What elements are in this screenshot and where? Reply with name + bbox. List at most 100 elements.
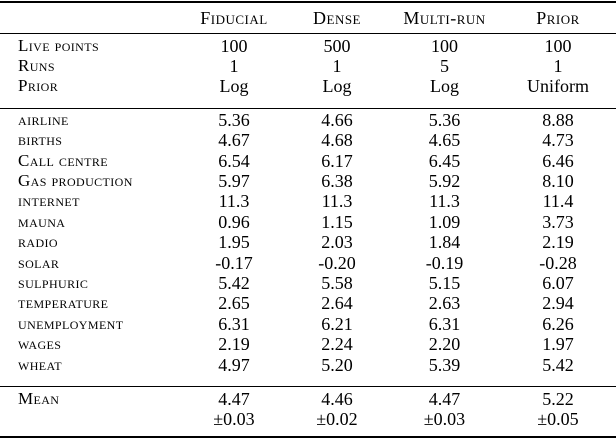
cell-value: 5.36	[428, 109, 461, 130]
summary-section: Mean 4.47 4.46 4.47 5.22 ±0.03 ±0.02 ±0.…	[0, 387, 616, 437]
cell-value: 5.36	[218, 109, 250, 130]
cell-value: 0.96	[218, 211, 250, 232]
cell-value: 1	[229, 55, 239, 76]
cell-value: 1	[553, 55, 563, 76]
table-row-internet: internet 11.3 11.3 11.3 11.4	[0, 191, 616, 211]
cell-value: 4.97	[218, 354, 250, 375]
cell-error: ±0.03	[423, 409, 466, 430]
cell-value: 100	[220, 35, 248, 56]
row-label: radio	[18, 232, 58, 252]
cell-value: 4.65	[428, 130, 461, 151]
cell-value: 5.20	[321, 354, 353, 375]
cell-value: 4.66	[321, 109, 353, 130]
cell-value: -0.20	[318, 252, 356, 273]
cell-value: 5.15	[428, 272, 461, 293]
cell-value: 2.24	[321, 334, 353, 355]
table-row-airline: airline 5.36 4.66 5.36 8.88	[0, 108, 616, 130]
table-row-gas-production: Gas production 5.97 6.38 5.92 8.10	[0, 171, 616, 191]
header-empty-cell	[0, 2, 183, 33]
table-row-prior: Prior Log Log Log Uniform	[0, 76, 616, 108]
cell-error: ±0.03	[213, 409, 255, 430]
column-header-dense: Dense	[313, 7, 361, 28]
cell-value: 6.38	[321, 170, 353, 191]
cell-value: 2.65	[218, 293, 250, 314]
cell-value: 6.26	[542, 313, 574, 334]
row-label: Runs	[18, 55, 55, 75]
table-row-births: births 4.67 4.68 4.65 4.73	[0, 130, 616, 150]
row-label: airline	[18, 109, 69, 129]
cell-value: 5.58	[321, 272, 353, 293]
cell-value: 5.39	[428, 354, 461, 375]
row-label: births	[18, 130, 63, 150]
cell-error: ±0.05	[537, 409, 579, 430]
cell-value: Log	[430, 76, 459, 97]
cell-value: 6.17	[321, 150, 353, 171]
cell-value: 6.07	[542, 272, 574, 293]
table-row-live-points: Live points 100 500 100 100	[0, 33, 616, 56]
cell-value: 1.15	[321, 211, 353, 232]
cell-value: 5.22	[542, 389, 574, 409]
row-label: temperature	[18, 293, 109, 313]
table-row-solar: solar -0.17 -0.20 -0.19 -0.28	[0, 253, 616, 273]
cell-value: 1.97	[542, 334, 574, 355]
cell-value: 6.31	[218, 313, 250, 334]
row-label: internet	[18, 191, 80, 211]
cell-value: 4.68	[321, 130, 353, 151]
table-row-wheat: wheat 4.97 5.20 5.39 5.42	[0, 355, 616, 387]
row-label: Prior	[18, 76, 59, 96]
row-label: wages	[18, 334, 62, 354]
cell-value: 2.94	[542, 293, 574, 314]
cell-value: 6.45	[428, 150, 461, 171]
cell-value: 11.3	[218, 191, 250, 212]
table-row-sulphuric: sulphuric 5.42 5.58 5.15 6.07	[0, 273, 616, 293]
table-row-mean: Mean 4.47 4.46 4.47 5.22	[0, 387, 616, 410]
row-label: unemployment	[18, 313, 124, 333]
cell-value: 3.73	[542, 211, 574, 232]
cell-value: 4.67	[218, 130, 250, 151]
cell-value: 4.47	[428, 389, 461, 409]
cell-value: 2.64	[321, 293, 353, 314]
cell-value: 1.95	[218, 232, 250, 253]
cell-value: 6.54	[218, 150, 250, 171]
cell-value: -0.19	[425, 252, 464, 273]
config-section: Live points 100 500 100 100 Runs 1 1 5 1…	[0, 33, 616, 109]
cell-value: 6.21	[321, 313, 353, 334]
cell-value: 11.3	[321, 191, 353, 212]
cell-value: -0.28	[539, 252, 577, 273]
cell-value: 2.20	[428, 334, 461, 355]
table-row-call-centre: Call centre 6.54 6.17 6.45 6.46	[0, 151, 616, 171]
cell-value: 2.03	[321, 232, 353, 253]
cell-value: 5.42	[218, 272, 250, 293]
data-section: airline 5.36 4.66 5.36 8.88 births 4.67 …	[0, 108, 616, 387]
row-label: wheat	[18, 354, 62, 374]
column-header-fiducial: Fiducial	[200, 7, 268, 28]
cell-value: 2.19	[218, 334, 250, 355]
cell-value: 4.46	[321, 389, 353, 409]
cell-value: 11.4	[542, 191, 574, 212]
table-row-mean-errors: ±0.03 ±0.02 ±0.03 ±0.05	[0, 409, 616, 436]
cell-value: 5.42	[542, 354, 574, 375]
column-header-multi-run: Multi-run	[403, 7, 486, 28]
row-label-empty	[0, 409, 183, 436]
cell-value: 500	[323, 35, 351, 56]
cell-value: 8.10	[542, 170, 574, 191]
table-row-radio: radio 1.95 2.03 1.84 2.19	[0, 232, 616, 252]
cell-value: 4.47	[218, 389, 250, 409]
cell-value: 2.63	[428, 293, 461, 314]
cell-value: Uniform	[527, 76, 589, 97]
cell-value: 1	[332, 55, 342, 76]
cell-value: 6.46	[542, 150, 574, 171]
cell-value: 5.97	[218, 170, 250, 191]
column-header-prior: Prior	[536, 7, 580, 28]
cell-value: 11.3	[429, 191, 460, 212]
cell-value: 5	[440, 55, 449, 76]
cell-value: 1.84	[428, 232, 461, 253]
table-row-mauna: mauna 0.96 1.15 1.09 3.73	[0, 212, 616, 232]
table-header: Fiducial Dense Multi-run Prior	[0, 2, 616, 33]
cell-value: Log	[219, 76, 249, 97]
table-row-runs: Runs 1 1 5 1	[0, 56, 616, 76]
cell-value: Log	[322, 76, 352, 97]
header-row: Fiducial Dense Multi-run Prior	[0, 2, 616, 33]
